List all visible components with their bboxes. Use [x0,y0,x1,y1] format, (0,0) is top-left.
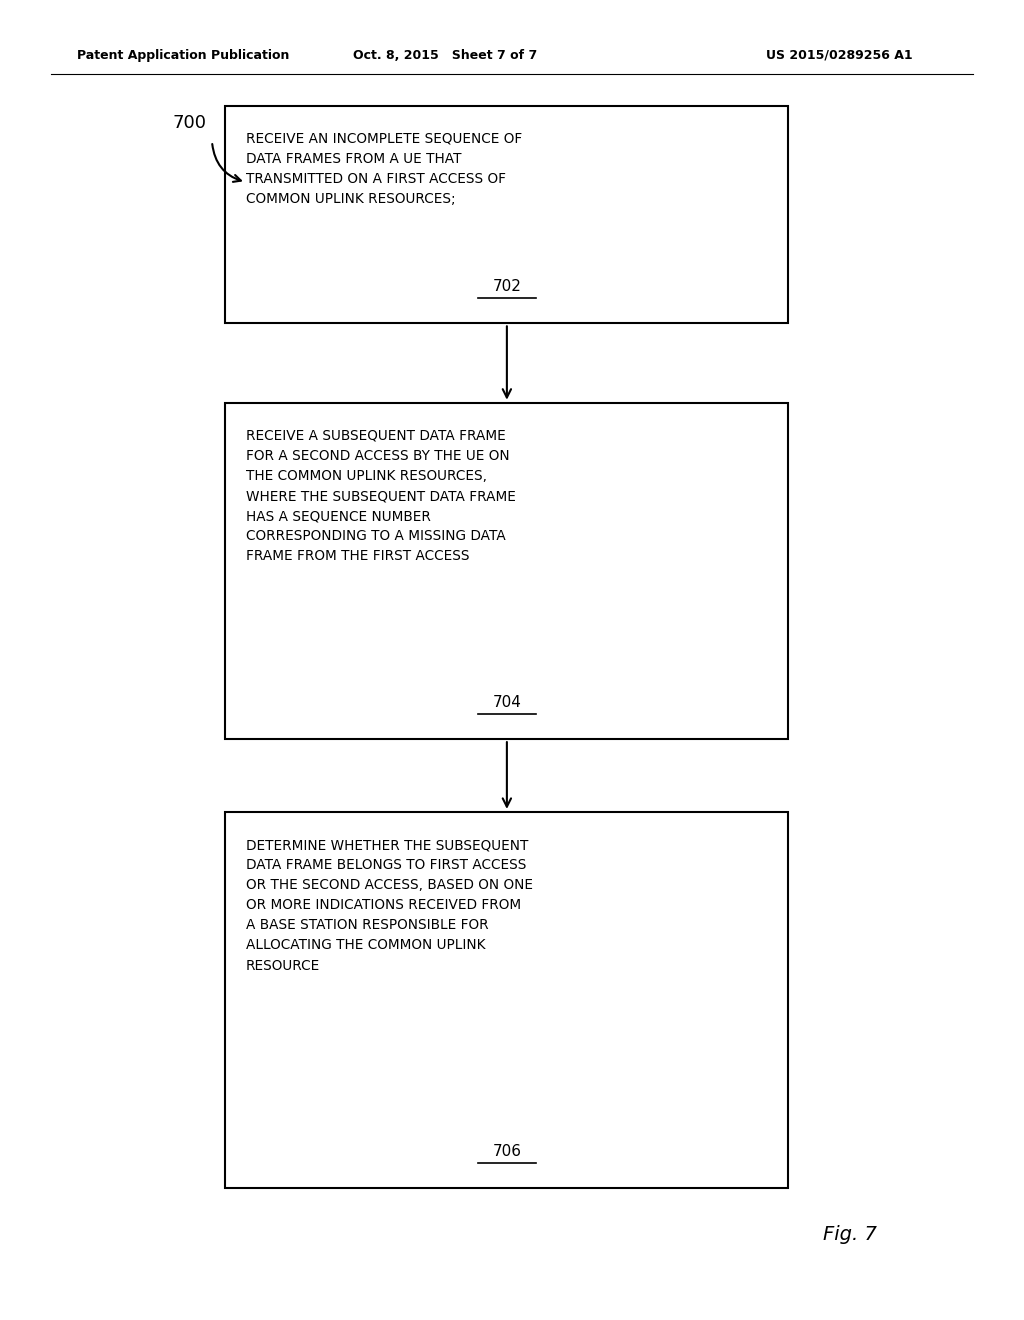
Text: RECEIVE AN INCOMPLETE SEQUENCE OF
DATA FRAMES FROM A UE THAT
TRANSMITTED ON A FI: RECEIVE AN INCOMPLETE SEQUENCE OF DATA F… [246,132,522,206]
Text: 702: 702 [493,280,521,294]
Text: Fig. 7: Fig. 7 [823,1225,877,1243]
Text: DETERMINE WHETHER THE SUBSEQUENT
DATA FRAME BELONGS TO FIRST ACCESS
OR THE SECON: DETERMINE WHETHER THE SUBSEQUENT DATA FR… [246,838,532,973]
Text: 704: 704 [493,696,521,710]
Text: Oct. 8, 2015   Sheet 7 of 7: Oct. 8, 2015 Sheet 7 of 7 [353,49,538,62]
Text: Patent Application Publication: Patent Application Publication [77,49,289,62]
Text: US 2015/0289256 A1: US 2015/0289256 A1 [766,49,913,62]
Text: RECEIVE A SUBSEQUENT DATA FRAME
FOR A SECOND ACCESS BY THE UE ON
THE COMMON UPLI: RECEIVE A SUBSEQUENT DATA FRAME FOR A SE… [246,429,516,564]
Bar [225,812,788,1188]
Text: 700: 700 [172,114,207,132]
FancyArrowPatch shape [212,144,241,182]
Bar [225,106,788,323]
Text: 706: 706 [493,1144,521,1159]
Bar [225,403,788,739]
